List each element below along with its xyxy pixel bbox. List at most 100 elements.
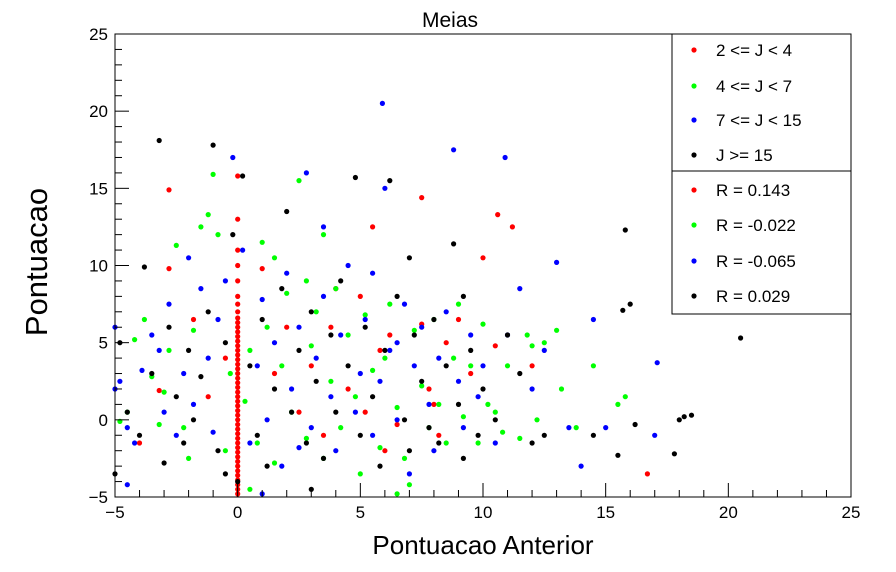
data-point [259,266,265,272]
data-point [460,293,466,299]
data-point [161,409,167,415]
data-point [387,332,393,338]
data-point [370,224,376,230]
data-point [222,471,228,477]
legend-marker [691,187,697,193]
data-point [529,343,535,349]
data-point [455,316,462,323]
data-point [345,386,351,392]
data-point [141,264,147,270]
data-point [271,255,278,261]
data-point [377,445,383,451]
data-point [529,363,535,369]
data-point [362,316,368,323]
data-point [676,417,682,423]
data-point [573,425,579,431]
legend-correlation-label: R = -0.065 [716,252,796,271]
data-point [247,363,253,369]
y-tick-label: 5 [99,334,108,353]
y-tick-label: 25 [89,25,108,44]
data-point [264,417,270,423]
data-point [419,378,425,384]
data-point [235,445,241,451]
data-point [235,309,241,315]
data-point [259,316,265,323]
data-point [443,309,449,315]
data-point [328,378,334,384]
data-point [455,301,462,307]
data-point [622,227,628,233]
data-point [644,471,651,477]
data-point [235,394,241,400]
legend-marker [691,83,697,89]
data-point [166,187,172,193]
data-point [451,147,457,153]
data-point [328,324,334,330]
data-point [289,409,295,415]
data-point [615,452,621,458]
data-point [235,463,241,469]
data-point [541,340,547,346]
data-point [210,142,216,148]
data-point [419,195,425,201]
data-point [235,426,241,432]
data-point [235,301,241,307]
data-point [480,255,486,261]
data-point [406,482,412,488]
data-point [475,394,481,400]
data-point [190,417,197,423]
data-point [603,425,609,431]
data-point [181,425,187,431]
data-point [590,363,597,369]
data-point [136,440,143,446]
data-point [460,455,466,461]
data-point [186,347,192,353]
data-point [279,363,285,369]
data-point [338,425,344,431]
data-point [320,293,327,299]
data-point [333,409,339,415]
data-point [235,454,241,460]
data-point [161,389,167,395]
data-point [590,316,597,323]
data-point [345,332,351,338]
data-point [215,316,221,323]
data-point [235,352,241,358]
data-point [235,320,241,326]
series-3 [112,137,744,492]
data-point [173,394,179,400]
x-axis: −5 0 5 10 15 20 25 [105,483,860,522]
data-point [328,332,334,338]
data-point [235,398,241,404]
data-point [578,463,584,469]
data-point [124,409,130,415]
data-point [296,178,302,184]
data-point [279,463,285,469]
data-point [235,247,241,253]
data-point [198,224,204,230]
legend-marker [691,293,697,299]
data-point [652,432,658,438]
data-point [357,370,363,377]
data-point [284,208,290,215]
data-point [338,278,344,284]
data-point [190,401,197,407]
data-point [235,468,241,474]
data-point [308,486,314,492]
data-point [117,378,123,384]
data-point [235,431,241,437]
data-point [166,324,172,330]
data-point [235,278,241,284]
data-point [541,432,547,438]
legend-marker [691,117,697,123]
data-point [156,387,162,394]
data-point [215,448,221,454]
data-point [156,137,162,144]
data-point [235,333,241,340]
data-point [235,329,241,335]
data-point [357,293,363,299]
legend-label: J >= 15 [716,146,773,165]
data-point [377,378,383,384]
data-point [406,448,412,454]
data-point [627,301,633,307]
